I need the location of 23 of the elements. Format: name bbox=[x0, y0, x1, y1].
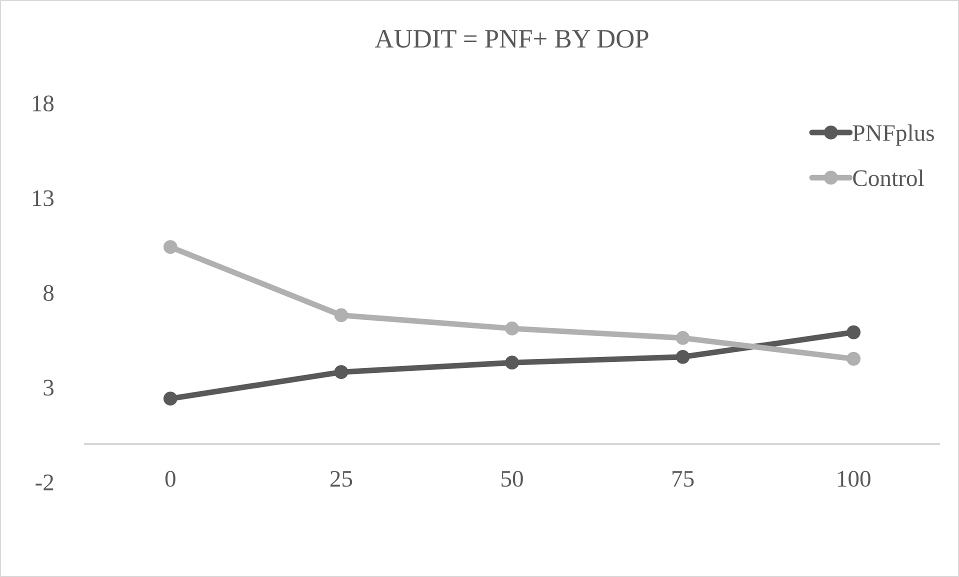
x-tick-label: 75 bbox=[672, 471, 694, 487]
y-tick-label: 3 bbox=[44, 380, 54, 396]
x-tick-label: 0 bbox=[165, 470, 176, 487]
x-tick-label: 100 bbox=[838, 470, 870, 487]
y-tick-label: 13 bbox=[32, 190, 54, 206]
x-tick-label: 25 bbox=[330, 470, 352, 487]
point bbox=[163, 392, 178, 406]
point bbox=[505, 356, 519, 370]
point bbox=[846, 352, 861, 366]
chart-title: AUDIT = PNF+ BY DOP bbox=[374, 30, 648, 48]
y-tick-label: 18 bbox=[32, 95, 54, 112]
legend-label: PNFplus bbox=[852, 124, 934, 146]
legend-label: Control bbox=[853, 170, 924, 186]
point bbox=[676, 331, 690, 345]
point bbox=[505, 322, 519, 336]
point bbox=[334, 365, 348, 380]
point bbox=[676, 350, 690, 364]
point bbox=[334, 308, 348, 322]
y-tick-label: -2 bbox=[36, 474, 54, 490]
x-tick-label: 50 bbox=[502, 470, 523, 487]
y-tick-label: 8 bbox=[44, 284, 54, 301]
point bbox=[163, 240, 178, 254]
point bbox=[846, 325, 861, 340]
